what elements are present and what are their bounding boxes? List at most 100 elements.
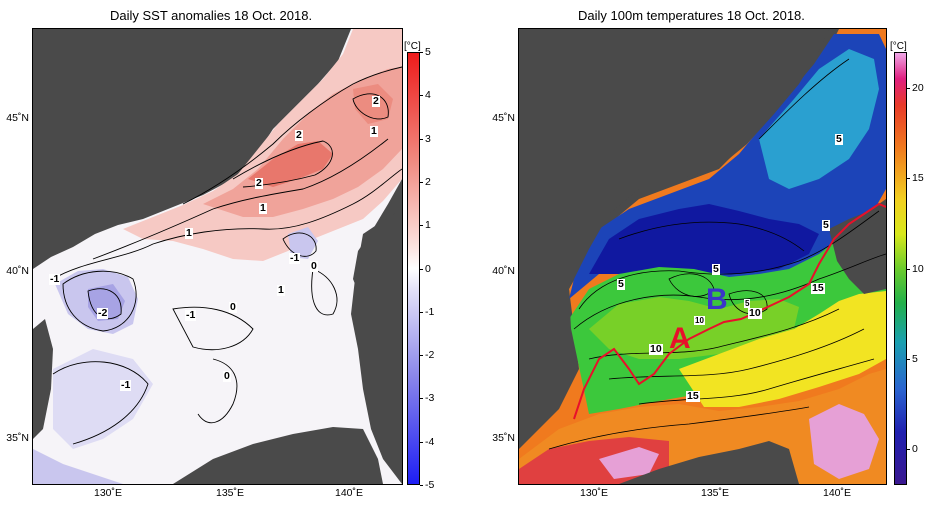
longitude-label: 130˚E [579,487,609,499]
contour-label: 15 [811,282,825,294]
colorbar-tick-mark [420,485,423,486]
temperature-100m-panel: Daily 100m temperatures 18 Oct. 2018. [470,0,933,526]
contour-label: -1 [289,252,301,264]
colorbar-tick-label: 0 [425,262,431,275]
contour-label: 1 [185,227,193,239]
contour-label: 15 [686,390,700,402]
colorbar-tick-mark [420,225,423,227]
continent-land [519,29,829,429]
anomaly-contours [52,66,402,445]
coldest-water [589,204,819,274]
contour-label: 0 [310,260,318,272]
contour-label: -2 [97,307,109,319]
pink-water [809,404,879,479]
southern-japan-land [173,427,383,484]
contour-label: 0 [223,370,231,382]
temperature-100m-map-svg [519,29,886,484]
colorbar-tick-label: 10 [912,262,924,275]
contour-label: 5 [835,133,843,145]
yellow-water [679,291,886,407]
contour-label: 2 [295,129,303,141]
colorbar-tick-label: 1 [425,219,431,232]
latitude-label: 35˚N [492,432,515,444]
colorbar-tick-label: 2 [425,175,431,188]
colorbar-tick-mark [420,311,423,313]
colorbar-tick-label: -5 [425,479,435,491]
japan-land [351,209,402,484]
temperature-colorbar [894,52,907,485]
southern-japan-land [619,441,799,484]
colorbar-tick-label: 20 [912,82,924,95]
sst-anomaly-map-svg [33,29,402,484]
contour-label: 10 [694,316,705,325]
colorbar-unit: [°C] [890,41,907,52]
colorbar-tick-label: 15 [912,172,924,185]
colorbar-tick-mark [907,88,910,90]
marker-b: B [706,283,728,316]
contour-label: 5 [712,263,720,275]
colorbar-unit: [°C] [404,41,421,52]
cold-anomaly-south [53,349,153,449]
contour-label: -1 [120,379,132,391]
colorbar-tick-mark [420,138,423,140]
warm-anomaly-peak [248,141,333,187]
cold-anomaly-center [288,227,318,259]
contour-label: 0 [229,301,237,313]
longitude-label: 130˚E [93,487,123,499]
marker-a: A [669,322,691,355]
colorbar-tick-label: 0 [912,442,918,455]
colorbar-tick-mark [420,52,423,53]
colorbar-tick-mark [420,181,423,183]
contour-label: -1 [49,273,61,285]
colorbar-tick-mark [907,448,910,450]
colorbar-tick-mark [420,355,423,357]
warm-anomaly-region [123,29,402,261]
colorbar-tick-label: 5 [912,352,918,365]
colorbar-tick-mark [907,358,910,360]
colorbar-tick-label: -4 [425,435,435,448]
contour-label: 5 [617,278,625,290]
contour-label: 10 [748,307,762,319]
korea-land [33,319,53,439]
longitude-label: 140˚E [822,487,852,499]
latitude-label: 35˚N [6,432,29,444]
right-map-title: Daily 100m temperatures 18 Oct. 2018. [578,8,805,23]
colorbar-tick-mark [907,268,910,270]
colorbar-tick-mark [420,268,423,270]
warm-green-water [589,297,799,359]
contour-label: 10 [649,343,663,355]
sst-anomaly-panel: Daily SST anomalies 18 Oct. 2018. [6,8,435,499]
colorbar-tick-mark [420,398,423,400]
left-map-title: Daily SST anomalies 18 Oct. 2018. [110,8,313,23]
colorbar-tick-mark [420,441,423,443]
colorbar-tick-label: -3 [425,392,435,405]
sst-anomaly-map: 2 1 2 2 1 1 -1 0 1 -1 -2 -1 0 0 -1 [32,28,403,485]
longitude-label: 140˚E [334,487,364,499]
contour-label: 2 [255,177,263,189]
pink-water [599,447,659,479]
latitude-label: 40˚N [6,265,29,277]
longitude-label: 135˚E [215,487,245,499]
colorbar-tick-mark [907,178,910,180]
contour-label: 1 [259,202,267,214]
colorbar-tick-label: -2 [425,349,435,362]
contour-label: 2 [372,95,380,107]
colorbar-tick-label: -1 [425,305,435,318]
latitude-label: 45˚N [6,112,29,124]
colorbar-tick-label: 4 [425,89,431,102]
longitude-label: 135˚E [700,487,730,499]
anomaly-colorbar [407,52,420,485]
contour-label: 1 [277,284,285,296]
contour-label: 5 [822,219,830,231]
contour-label: -1 [185,309,197,321]
contour-label: 1 [370,125,378,137]
thermal-front-line [573,202,886,420]
cool-northeast-water [759,49,879,189]
contour-label: 5 [744,299,751,308]
cold-anomaly-korea-strait [33,449,123,484]
latitude-label: 45˚N [492,112,515,124]
colorbar-tick-label: 5 [425,46,431,58]
temperature-100m-map: 5 5 5 5 5 15 10 10 10 15 A B [518,28,887,485]
colorbar-tick-label: 3 [425,132,431,145]
colorbar-tick-mark [420,95,423,97]
